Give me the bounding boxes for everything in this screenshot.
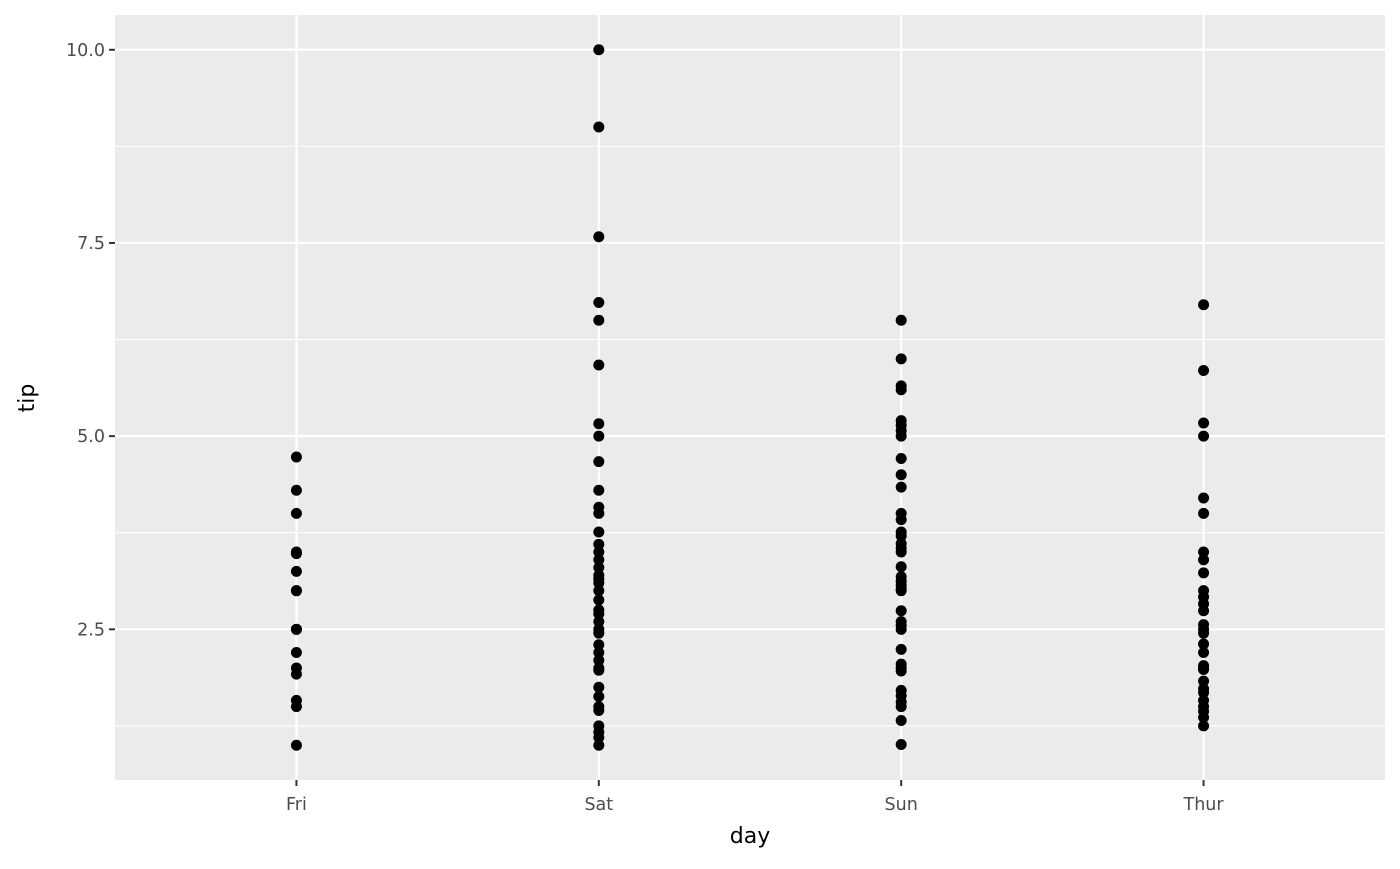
data-point — [895, 585, 907, 597]
y-tick-label: 5.0 — [77, 427, 105, 447]
data-point — [895, 643, 907, 655]
data-point — [1198, 627, 1210, 639]
data-point — [290, 507, 302, 519]
data-point — [593, 538, 605, 550]
data-point — [1198, 554, 1210, 566]
data-point — [895, 546, 907, 558]
data-point — [895, 623, 907, 635]
y-tick-label: 10.0 — [66, 41, 105, 61]
data-point — [895, 384, 907, 396]
data-point — [895, 715, 907, 726]
data-point — [593, 647, 605, 658]
data-point — [593, 627, 605, 639]
data-point — [895, 530, 907, 542]
data-point — [895, 561, 907, 573]
x-axis: Fri Sat Sun Thur — [286, 780, 1224, 815]
data-point — [895, 481, 907, 493]
data-point — [593, 732, 605, 743]
data-point — [895, 353, 907, 365]
data-point — [1198, 711, 1210, 723]
data-point — [1198, 647, 1210, 658]
data-point — [1198, 417, 1210, 429]
data-point — [290, 647, 302, 658]
data-point — [895, 738, 907, 750]
data-point — [593, 594, 605, 606]
data-point — [1198, 687, 1210, 699]
data-point — [895, 469, 907, 481]
minor-gridlines — [115, 145, 1385, 727]
data-point — [895, 665, 907, 677]
data-point — [593, 44, 605, 56]
data-point — [290, 451, 302, 463]
data-point — [593, 691, 605, 703]
x-tick-label: Sat — [584, 795, 613, 815]
data-point — [290, 701, 302, 713]
data-point — [1198, 664, 1210, 675]
x-tick-label: Sun — [885, 795, 918, 815]
data-point — [593, 121, 605, 133]
data-point — [1198, 638, 1210, 650]
data-point — [593, 585, 605, 597]
data-point — [895, 701, 907, 713]
data-point — [593, 296, 605, 308]
data-point — [593, 704, 605, 716]
data-point — [593, 456, 605, 468]
data-point — [593, 231, 605, 243]
data-point — [1198, 567, 1210, 579]
data-point — [895, 314, 907, 326]
data-point — [1198, 546, 1210, 558]
data-point — [290, 548, 302, 560]
data-point — [593, 430, 605, 442]
data-point — [1198, 675, 1210, 687]
plot-panel — [115, 15, 1385, 780]
data-point — [593, 507, 605, 519]
data-point — [593, 616, 605, 628]
data-point — [593, 739, 605, 751]
x-tick-label: Thur — [1183, 795, 1225, 815]
data-point — [290, 668, 302, 680]
data-point — [593, 664, 605, 676]
data-point — [593, 418, 605, 430]
data-point — [1198, 299, 1210, 311]
data-point — [290, 585, 302, 597]
data-point — [895, 453, 907, 465]
data-point — [593, 639, 605, 651]
y-axis: 2.5 5.0 7.5 10.0 — [66, 41, 115, 640]
data-point — [593, 359, 605, 371]
data-point — [1198, 507, 1210, 519]
data-point — [1198, 720, 1210, 732]
data-point — [593, 654, 605, 666]
y-tick-label: 7.5 — [77, 234, 105, 254]
data-point — [1198, 492, 1210, 504]
y-axis-title: tip — [15, 384, 40, 413]
data-point — [593, 577, 605, 589]
data-point — [593, 554, 605, 566]
data-point — [290, 623, 302, 635]
data-point — [1198, 364, 1210, 376]
data-point — [290, 739, 302, 751]
data-point — [290, 484, 302, 496]
data-point — [895, 430, 907, 442]
y-tick-label: 2.5 — [77, 620, 105, 640]
data-point — [1198, 605, 1210, 617]
data-point — [593, 314, 605, 326]
data-point — [895, 605, 907, 617]
data-point — [290, 565, 302, 577]
data-point — [895, 514, 907, 526]
x-tick-label: Fri — [286, 795, 307, 815]
data-point — [593, 608, 605, 620]
data-points — [290, 44, 1210, 751]
data-point — [593, 562, 605, 573]
x-axis-title: day — [730, 824, 770, 849]
data-point — [593, 526, 605, 538]
data-point — [593, 681, 605, 693]
data-point — [593, 484, 605, 496]
data-point — [593, 546, 605, 558]
data-point — [1198, 430, 1210, 442]
